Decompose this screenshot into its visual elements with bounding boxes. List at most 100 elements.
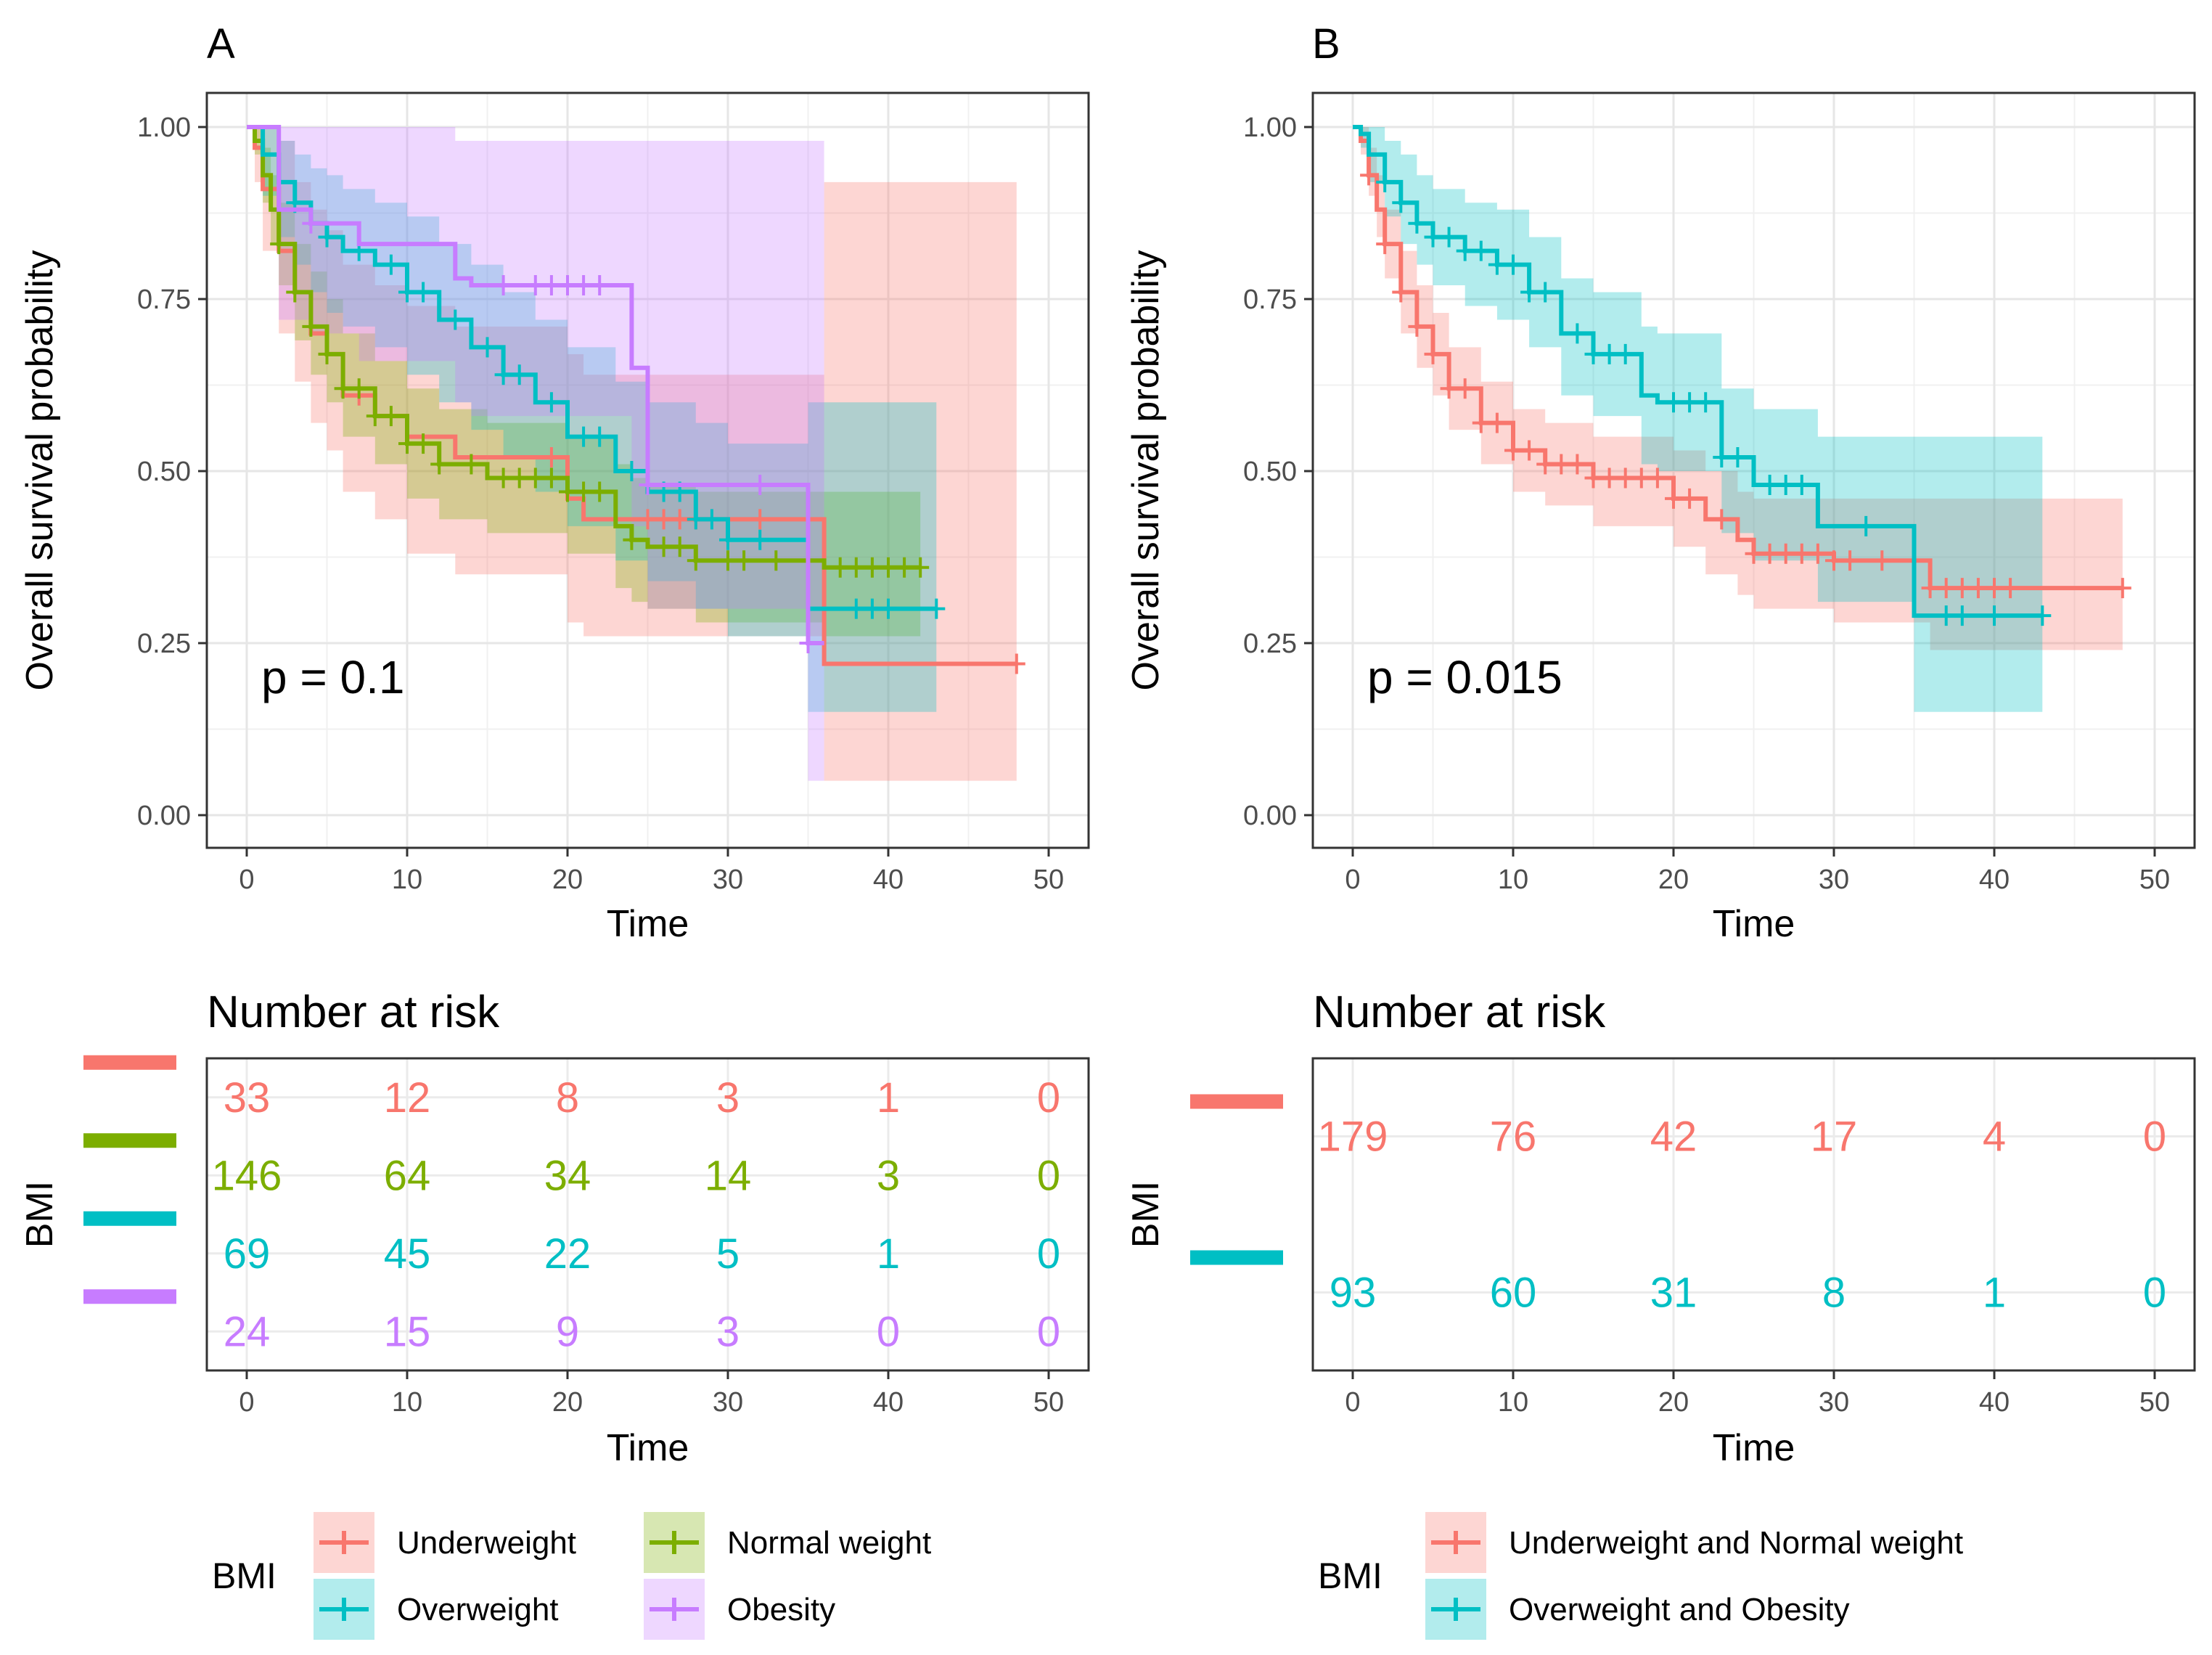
risk-count: 0 (1037, 1308, 1060, 1355)
censor-mark (1584, 467, 1602, 489)
risk-x-tick-label: 10 (392, 1387, 422, 1418)
risk-count: 45 (384, 1230, 431, 1278)
censor-mark (1616, 467, 1634, 489)
x-tick-label: 50 (1033, 865, 1064, 895)
censor-mark (1424, 343, 1442, 364)
censor-mark (1376, 234, 1394, 255)
censor-mark (847, 598, 865, 619)
survival-curve-3 (247, 125, 824, 645)
censor-mark (1536, 282, 1554, 303)
censor-mark (286, 282, 304, 303)
risk-count: 179 (1318, 1113, 1388, 1161)
censor-mark (639, 474, 657, 495)
censor-mark (1392, 282, 1410, 303)
risk-count: 3 (877, 1152, 900, 1199)
risk-count: 22 (544, 1230, 591, 1278)
censor-mark (1697, 392, 1715, 413)
risk-count: 33 (224, 1074, 271, 1121)
censor-mark (542, 447, 560, 468)
legend-key-line (650, 1598, 699, 1621)
censor-mark (1472, 412, 1490, 433)
risk-row-color-key (83, 1211, 176, 1226)
risk-count: 0 (2143, 1270, 2166, 1317)
risk-x-axis-title: Time (607, 1427, 689, 1469)
y-tick-label: 0.25 (1243, 629, 1297, 659)
censor-mark (1440, 226, 1458, 248)
panel-b: B0.000.250.500.751.000 10 20 30 40 50p = 0.01… (1125, 20, 2196, 1640)
confidence-band-3 (247, 127, 824, 781)
censor-mark (1504, 440, 1522, 461)
risk-count: 1 (1983, 1270, 2006, 1317)
legend-key-line (650, 1531, 699, 1554)
censor-mark (799, 633, 817, 653)
censor-mark (702, 509, 721, 530)
x-tick-label: 40 (873, 865, 904, 895)
censor-mark (1713, 509, 1731, 530)
censor-mark (366, 406, 384, 427)
legend-label: Normal weight (727, 1525, 931, 1561)
risk-count: 8 (1822, 1270, 1846, 1317)
censor-mark (1536, 454, 1554, 475)
risk-row-color-key (1190, 1250, 1283, 1265)
censor-mark (1777, 543, 1795, 564)
x-tick-label: 10 (392, 865, 422, 895)
censor-mark (1665, 488, 1682, 509)
risk-count: 9 (556, 1308, 579, 1355)
censor-mark (1456, 240, 1474, 261)
risk-y-axis-title: BMI (1125, 1181, 1167, 1248)
censor-mark (687, 509, 705, 530)
y-axis-title: Overall survival probability (1125, 250, 1167, 691)
censor-mark (494, 364, 512, 385)
risk-count: 146 (212, 1152, 282, 1199)
risk-x-axis-title: Time (1713, 1427, 1795, 1469)
censor-mark (1568, 323, 1586, 344)
y-axis-title: Overall survival probability (19, 250, 61, 691)
censor-mark (382, 254, 400, 275)
plot-border (205, 91, 1090, 849)
censor-mark (880, 598, 897, 619)
censor-mark (1440, 378, 1458, 399)
risk-x-tick-label: 50 (2139, 1387, 2170, 1418)
censor-mark (1408, 213, 1426, 234)
censor-mark (863, 598, 881, 619)
x-tick-label: 0 (239, 865, 254, 895)
risk-count: 0 (2143, 1113, 2166, 1161)
censor-mark (542, 392, 560, 413)
censor-mark (1986, 578, 2003, 599)
censor-mark (575, 481, 593, 502)
censor-mark (270, 234, 288, 255)
risk-count: 93 (1330, 1270, 1377, 1317)
y-tick-label: 0.00 (1243, 801, 1297, 831)
p-value: p = 0.1 (261, 651, 405, 703)
legend-key-line (319, 1531, 369, 1554)
censor-mark (1007, 653, 1025, 674)
legend-key-line (1431, 1598, 1480, 1621)
censor-mark (318, 343, 336, 364)
risk-x-tick-label: 10 (1498, 1387, 1528, 1418)
censor-mark (2002, 578, 2020, 599)
y-tick-label: 0.75 (1243, 285, 1297, 315)
censor-mark (655, 536, 673, 557)
x-tick-label: 20 (552, 865, 583, 895)
censor-mark (2033, 605, 2052, 626)
y-tick-label: 1.00 (137, 113, 191, 143)
risk-count: 0 (1037, 1230, 1060, 1278)
censor-mark (1488, 254, 1506, 275)
censor-mark (1986, 605, 2003, 626)
x-axis-title: Time (607, 903, 689, 945)
censor-mark (2113, 578, 2131, 599)
censor-mark (1793, 543, 1811, 564)
risk-y-axis-title: BMI (19, 1181, 61, 1248)
censor-mark (912, 557, 930, 578)
risk-row-color-key (83, 1055, 176, 1070)
risk-count: 5 (716, 1230, 740, 1278)
censor-mark (1424, 226, 1442, 248)
censor-mark (735, 550, 753, 571)
censor-mark (1504, 254, 1522, 275)
y-tick-label: 0.00 (137, 801, 191, 831)
censor-mark (591, 426, 609, 447)
censor-mark (1648, 467, 1666, 489)
plot-border (1311, 91, 2196, 849)
y-tick-label: 0.50 (1243, 457, 1297, 487)
